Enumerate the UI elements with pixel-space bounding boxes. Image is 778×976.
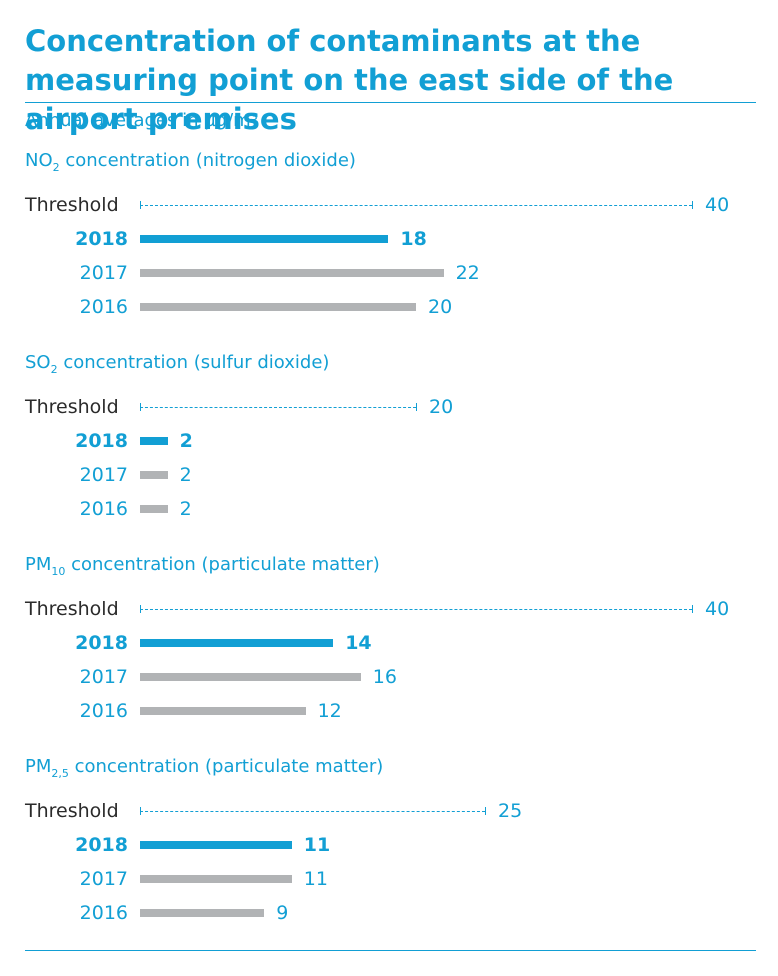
section-title: SO2 concentration (sulfur dioxide)	[25, 352, 330, 376]
year-label: 2017	[79, 464, 128, 486]
value-label: 11	[303, 834, 331, 856]
value-label: 2	[179, 498, 192, 520]
threshold-end-tick	[692, 201, 693, 209]
value-label: 22	[455, 262, 480, 284]
bar-previous	[140, 471, 168, 479]
bar-previous	[140, 505, 168, 513]
bar-previous	[140, 909, 265, 917]
value-label: 18	[400, 228, 427, 250]
threshold-end-tick	[485, 807, 486, 815]
title-divider	[25, 102, 756, 103]
threshold-line	[140, 811, 485, 812]
bottom-divider	[25, 950, 756, 951]
section-title-prefix: NO	[25, 150, 53, 171]
bar-highlight	[140, 841, 292, 849]
threshold-line	[140, 609, 692, 610]
section-title: PM2,5 concentration (particulate matter)	[25, 756, 384, 780]
chart-title: Concentration of contaminants at the mea…	[25, 24, 674, 136]
section-title: NO2 concentration (nitrogen dioxide)	[25, 150, 356, 174]
year-label: 2018	[75, 430, 128, 452]
year-label: 2017	[79, 262, 128, 284]
value-label: 9	[276, 902, 289, 924]
chart-subtitle: Annual averages in µg/m³	[25, 110, 258, 131]
section-title: PM10 concentration (particulate matter)	[25, 554, 380, 578]
year-label: 2016	[79, 700, 128, 722]
value-label: 11	[303, 868, 328, 890]
bar-previous	[140, 707, 306, 715]
value-label: 2	[179, 464, 192, 486]
section-title-suffix: concentration (sulfur dioxide)	[57, 352, 330, 373]
year-label: 2018	[75, 834, 128, 856]
threshold-value: 40	[705, 598, 730, 620]
year-label: 2018	[75, 632, 128, 654]
section-title-prefix: SO	[25, 352, 51, 373]
section-title-prefix: PM	[25, 756, 52, 777]
section-title-subscript: 2	[50, 363, 58, 376]
threshold-end-tick	[416, 403, 417, 411]
year-label: 2016	[79, 902, 128, 924]
bar-highlight	[140, 639, 334, 647]
threshold-line	[140, 205, 692, 206]
section-title-subscript: 2	[52, 161, 60, 174]
value-label: 20	[428, 296, 453, 318]
year-label: 2017	[79, 868, 128, 890]
section-title-subscript: 2,5	[51, 767, 69, 780]
year-label: 2017	[79, 666, 128, 688]
section-title-suffix: concentration (nitrogen dioxide)	[59, 150, 356, 171]
threshold-label: Threshold	[25, 598, 119, 620]
year-label: 2016	[79, 498, 128, 520]
section-title-subscript: 10	[51, 565, 66, 578]
section-title-prefix: PM	[25, 554, 52, 575]
bar-highlight	[140, 437, 168, 445]
threshold-label: Threshold	[25, 800, 119, 822]
year-label: 2016	[79, 296, 128, 318]
bar-previous	[140, 303, 416, 311]
threshold-label: Threshold	[25, 396, 119, 418]
bar-previous	[140, 673, 361, 681]
threshold-value: 20	[429, 396, 454, 418]
threshold-line	[140, 407, 416, 408]
section-title-suffix: concentration (particulate matter)	[68, 756, 384, 777]
bar-previous	[140, 875, 292, 883]
threshold-label: Threshold	[25, 194, 119, 216]
value-label: 12	[317, 700, 342, 722]
value-label: 2	[179, 430, 193, 452]
threshold-value: 40	[705, 194, 730, 216]
year-label: 2018	[75, 228, 128, 250]
value-label: 16	[372, 666, 397, 688]
value-label: 14	[345, 632, 372, 654]
threshold-value: 25	[498, 800, 523, 822]
bar-highlight	[140, 235, 389, 243]
section-title-suffix: concentration (particulate matter)	[65, 554, 380, 575]
threshold-end-tick	[692, 605, 693, 613]
bar-previous	[140, 269, 444, 277]
